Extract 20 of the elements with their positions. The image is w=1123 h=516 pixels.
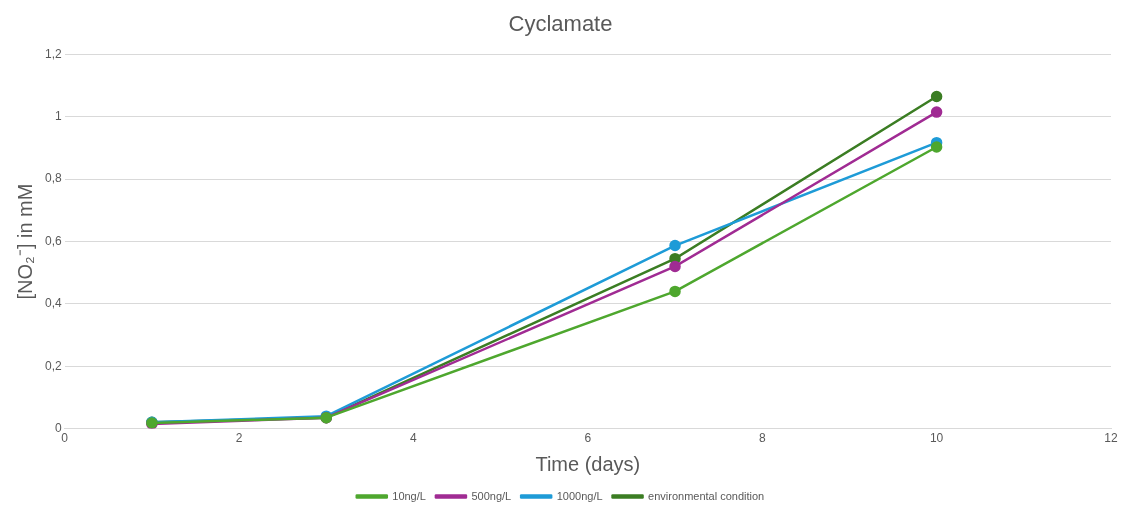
- x-tick-label: 10: [929, 431, 944, 446]
- y-tick-label: 1: [54, 109, 62, 124]
- x-tick-label: 12: [1104, 431, 1118, 446]
- y-tick-label: 0,6: [44, 233, 62, 248]
- y-tick-label: 1,2: [44, 46, 62, 61]
- y-tick-label: 0,4: [44, 296, 62, 311]
- chart-title: Cyclamate: [508, 11, 613, 37]
- y-tick-label: 0: [54, 420, 62, 435]
- x-tick-label: 4: [410, 431, 418, 446]
- y-axis-title: [NO₂⁻] in mM: [13, 183, 36, 300]
- x-axis-title: Time (days): [535, 452, 641, 475]
- y-tick-label: 0,8: [44, 171, 62, 186]
- legend-label: environmental condition: [648, 489, 765, 502]
- y-tick-label: 0,2: [44, 358, 62, 373]
- legend-label: 10ng/L: [392, 489, 426, 502]
- legend-label: 1000ng/L: [556, 489, 603, 502]
- x-tick-label: 8: [758, 431, 766, 446]
- x-tick-label: 2: [235, 431, 243, 446]
- legend-label: 500ng/L: [471, 489, 512, 502]
- x-tick-label: 6: [584, 431, 592, 446]
